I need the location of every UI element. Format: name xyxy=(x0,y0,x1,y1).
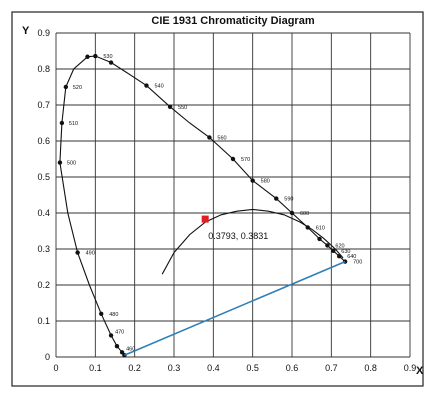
spectral-locus-point xyxy=(289,210,295,216)
spectral-locus-line xyxy=(59,55,346,356)
wavelength-label: 470 xyxy=(115,329,124,335)
wavelength-label: 500 xyxy=(67,161,76,167)
x-tick-label: 0.2 xyxy=(128,363,141,373)
y-tick-label: 0.4 xyxy=(37,208,50,218)
x-tick-label: 0.5 xyxy=(246,363,259,373)
spectral-locus-point xyxy=(63,84,69,90)
wavelength-label: 600 xyxy=(300,211,309,217)
wavelength-label: 590 xyxy=(284,197,293,203)
x-tick-label: 0.8 xyxy=(364,363,377,373)
wavelength-label: 520 xyxy=(73,85,82,91)
wavelength-label: 540 xyxy=(154,84,163,90)
x-tick-label: 0.9 xyxy=(404,363,417,373)
y-tick-label: 0.5 xyxy=(37,172,50,182)
wavelength-label: 640 xyxy=(347,254,356,260)
wavelength-label: 480 xyxy=(109,312,118,318)
y-tick-label: 0.9 xyxy=(37,28,50,38)
y-tick-label: 0.6 xyxy=(37,136,50,146)
chart-title: CIE 1931 Chromaticity Diagram xyxy=(151,15,314,27)
spectral-locus-point xyxy=(108,60,114,65)
spectral-locus-point xyxy=(250,178,255,183)
spectral-locus-point xyxy=(108,333,114,338)
spectral-locus-point xyxy=(144,83,149,88)
wavelength-label: 550 xyxy=(178,105,187,111)
spectral-locus-point xyxy=(230,156,236,162)
spectral-locus-point xyxy=(167,104,173,110)
x-tick-label: 0.7 xyxy=(325,363,338,373)
x-axis-label: X xyxy=(416,365,424,377)
wavelength-label: 570 xyxy=(241,157,250,163)
spectral-locus-point xyxy=(114,344,120,349)
highlight-point-label: 0.3793, 0.3831 xyxy=(208,231,268,241)
y-tick-label: 0.3 xyxy=(37,244,50,254)
wavelength-label: 620 xyxy=(335,243,344,249)
y-tick-label: 0.1 xyxy=(37,316,50,326)
wavelength-label: 610 xyxy=(316,225,325,231)
x-tick-label: 0 xyxy=(53,363,58,373)
wavelength-label: 580 xyxy=(261,179,270,185)
spectral-locus-point xyxy=(59,120,65,126)
spectral-locus-point xyxy=(119,350,125,355)
y-tick-label: 0 xyxy=(45,352,50,362)
spectral-locus-point xyxy=(274,196,279,201)
x-tick-label: 0.1 xyxy=(89,363,102,373)
x-tick-label: 0.6 xyxy=(286,363,299,373)
spectral-locus-point xyxy=(331,248,336,253)
y-tick-label: 0.8 xyxy=(37,64,50,74)
planckian-locus-line xyxy=(161,208,344,275)
chart-frame xyxy=(11,11,424,387)
wavelength-label: 530 xyxy=(103,54,112,60)
spectral-locus-point xyxy=(93,53,98,59)
x-tick-label: 0.3 xyxy=(168,363,181,373)
spectral-locus-point xyxy=(325,243,330,248)
x-tick-label: 0.4 xyxy=(207,363,220,373)
spectral-locus-point xyxy=(207,135,212,140)
spectral-locus-point xyxy=(57,160,63,165)
wavelength-label: 560 xyxy=(217,135,226,141)
spectral-locus-point xyxy=(75,250,80,255)
spectral-locus-point xyxy=(99,311,104,316)
wavelength-label: 460 xyxy=(126,346,135,352)
highlight-point xyxy=(201,215,209,223)
wavelength-label: 510 xyxy=(69,121,78,127)
y-tick-label: 0.2 xyxy=(37,280,50,290)
wavelength-label: 630 xyxy=(341,249,350,255)
spectral-locus-point xyxy=(85,54,90,59)
purple-line xyxy=(124,260,346,356)
y-tick-label: 0.7 xyxy=(37,100,50,110)
wavelength-label: 700 xyxy=(353,260,362,266)
spectral-locus-point xyxy=(317,236,322,242)
y-axis-label: Y xyxy=(22,25,30,37)
wavelength-label: 490 xyxy=(86,251,95,257)
